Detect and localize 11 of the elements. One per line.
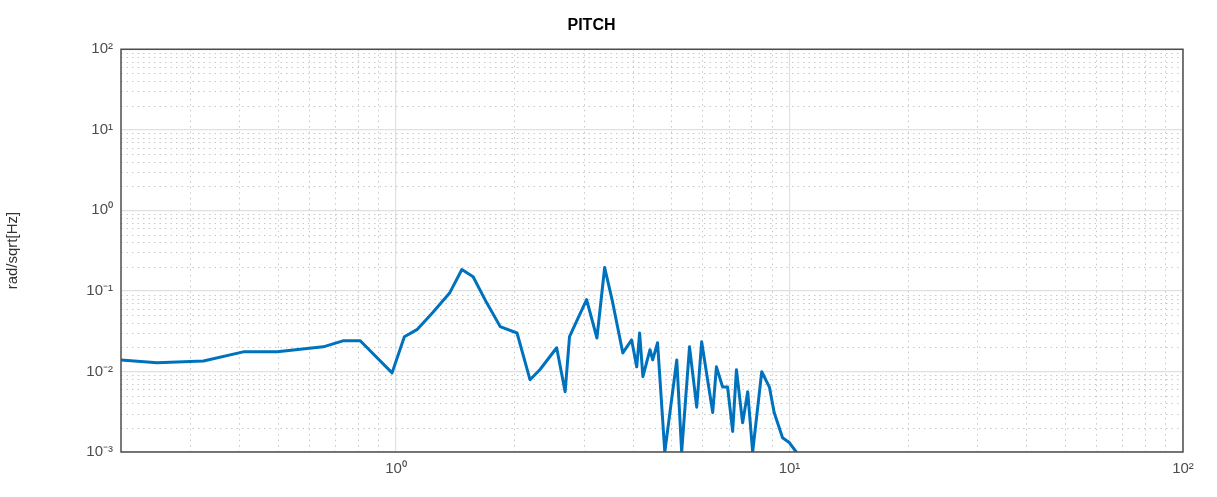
- x-tick-label: 10¹: [778, 459, 801, 477]
- chart-title: PITCH: [567, 16, 616, 34]
- y-tick-label: 10⁻³: [86, 442, 113, 460]
- x-tick-label: 10²: [1172, 459, 1194, 477]
- y-axis-title: rad/sqrt[Hz]: [3, 211, 21, 290]
- y-tick-label: 10⁰: [91, 200, 113, 218]
- y-tick-label: 10⁻¹: [86, 281, 113, 299]
- y-tick-label: 10⁻²: [86, 361, 113, 379]
- y-tick-label: 10¹: [91, 119, 113, 137]
- y-tick-label: 10²: [91, 39, 113, 57]
- x-tick-label: 10⁰: [385, 459, 407, 477]
